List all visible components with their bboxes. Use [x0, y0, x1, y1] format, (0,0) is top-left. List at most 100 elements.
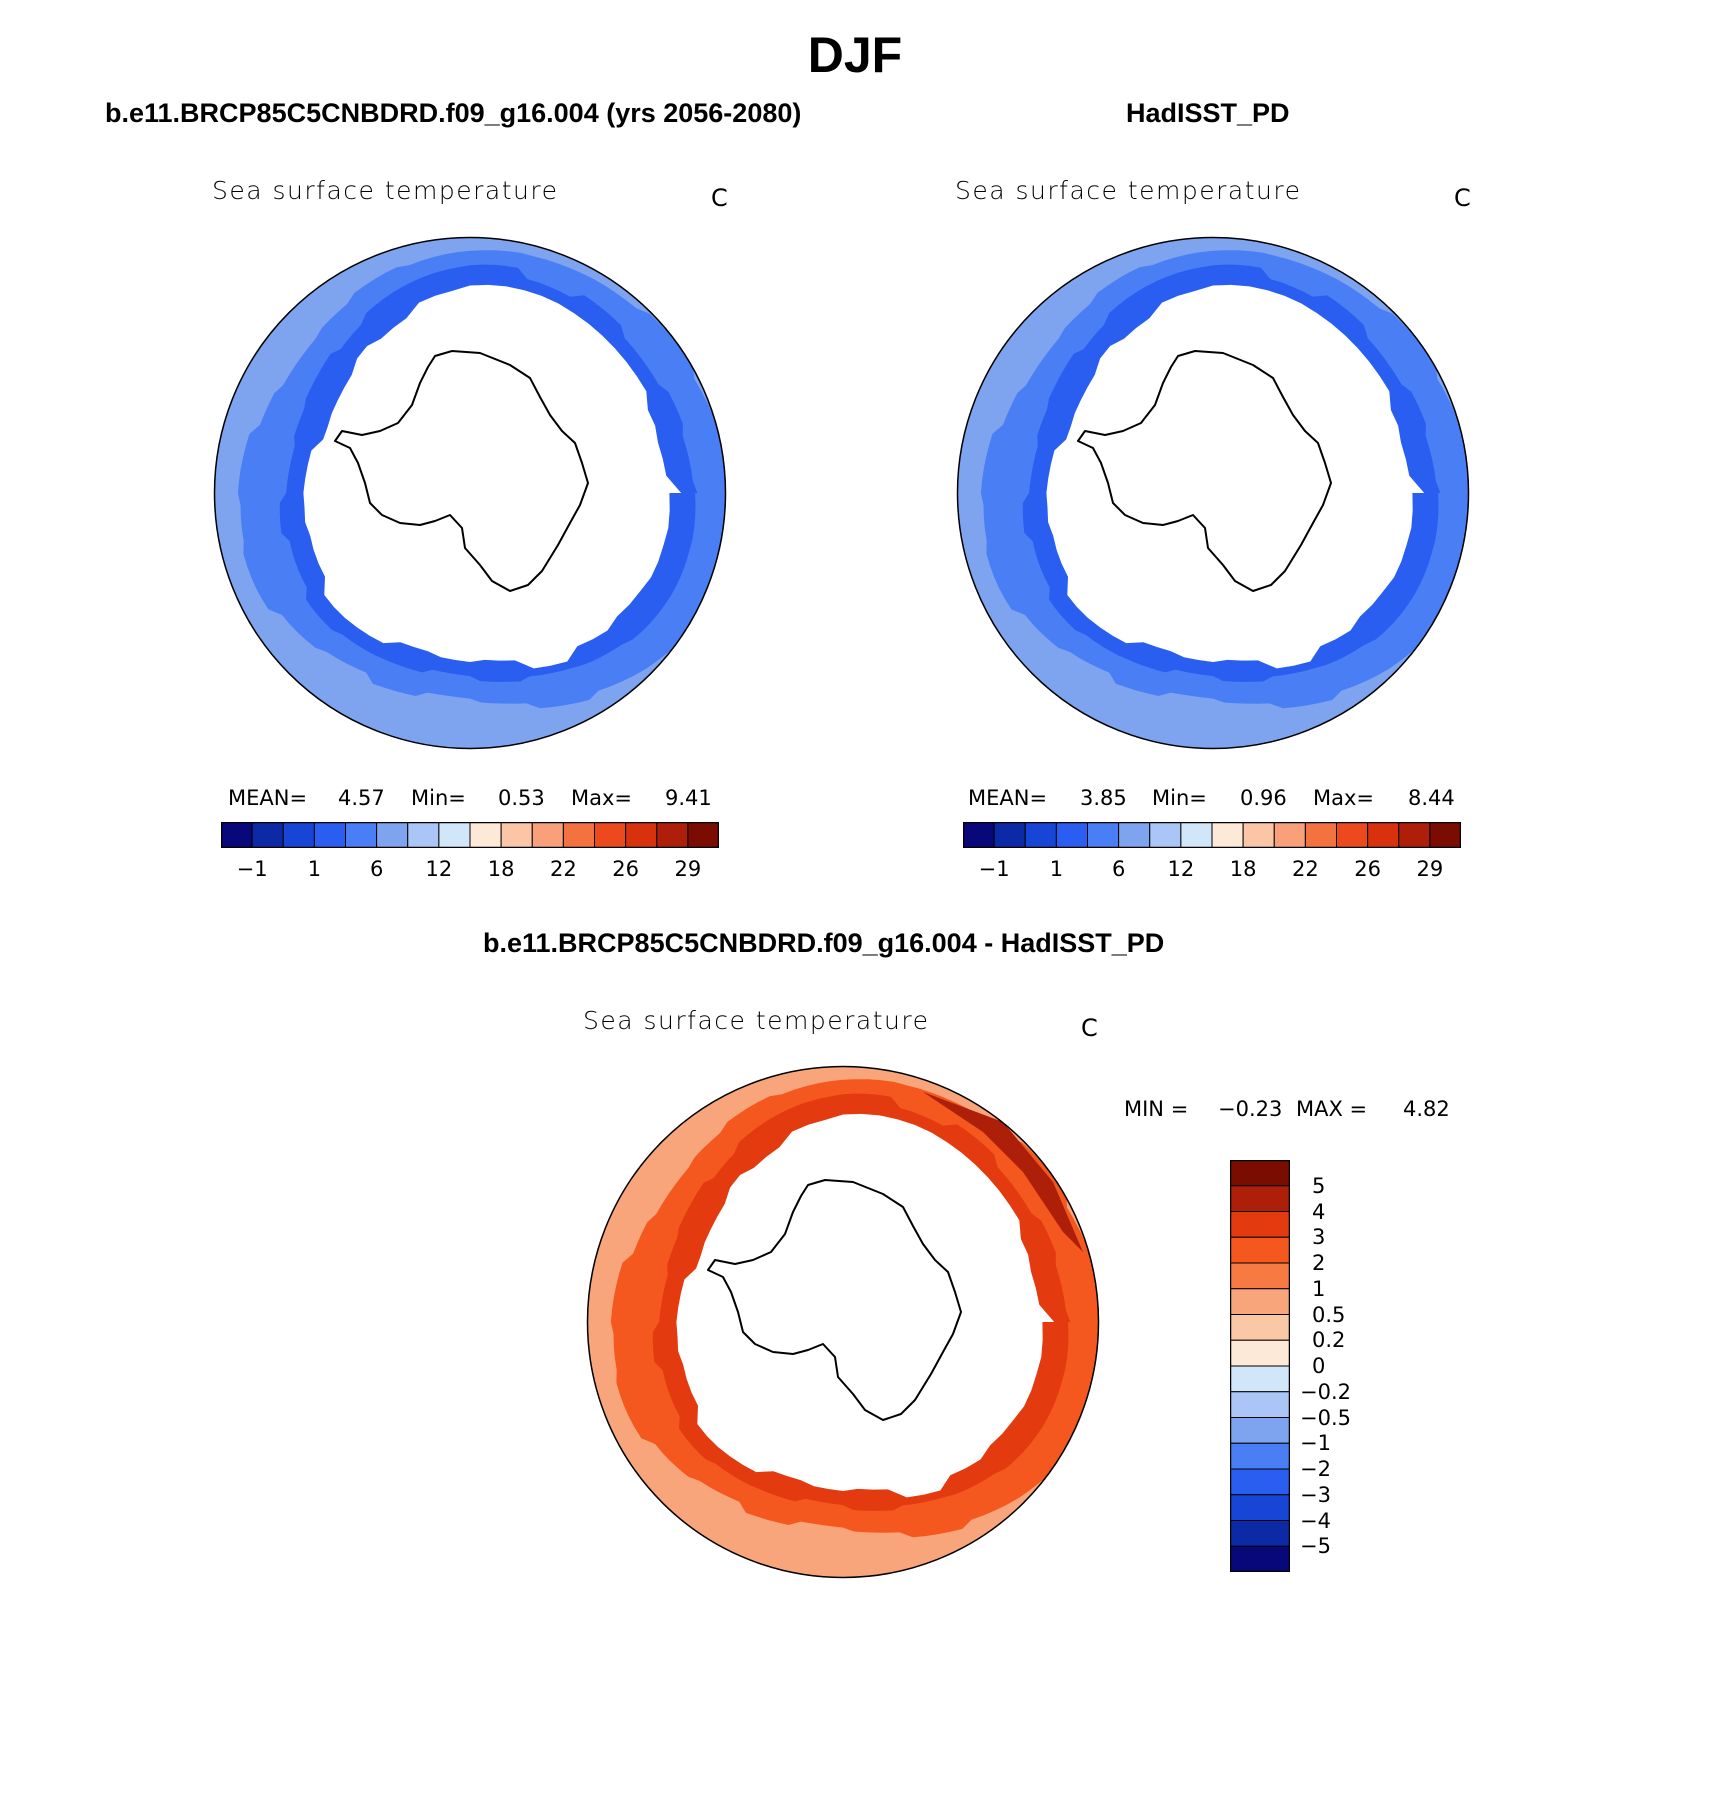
diff-max-value: 4.82 — [1403, 1097, 1450, 1121]
panel-2-colorbar-labels: −1 1 6 12 18 22 26 29 — [963, 857, 1461, 883]
map-boundary-circle — [213, 236, 727, 750]
diff-panel-plot-title: Sea surface temperature — [583, 1006, 930, 1035]
panel-2-colorbar — [963, 822, 1461, 848]
colorbar-swatch — [1242, 822, 1275, 848]
colorbar-swatch — [1336, 822, 1369, 848]
figure-title: DJF — [807, 27, 903, 83]
colorbar-tick-label: 0.5 — [1312, 1302, 1346, 1327]
colorbar-swatch — [1273, 822, 1306, 848]
panel-1-max-label: Max= — [571, 786, 633, 810]
colorbar-swatch — [1230, 1442, 1290, 1470]
diff-max-label: MAX = — [1296, 1097, 1368, 1121]
sea-ice-mask — [676, 1113, 1055, 1498]
colorbar-swatch — [1230, 1262, 1290, 1290]
colorbar-swatch — [1230, 1494, 1290, 1521]
colorbar-swatch — [313, 822, 346, 848]
colorbar-swatch — [1180, 822, 1213, 848]
diff-panel-map — [583, 1062, 1103, 1582]
panel-1-map — [210, 233, 730, 753]
colorbar-tick-label: 18 — [487, 857, 515, 881]
diff-panel-units: C — [1081, 1014, 1098, 1042]
panel-1-mean-value: 4.57 — [338, 786, 385, 810]
panel-1-heading: b.e11.BRCP85C5CNBDRD.f09_g16.004 (yrs 20… — [105, 98, 802, 128]
colorbar-tick-label: 18 — [1229, 857, 1257, 881]
colorbar-swatch — [1230, 1185, 1290, 1212]
panel-2-max-value: 8.44 — [1408, 786, 1455, 810]
sea-ice-mask — [303, 284, 682, 669]
panel-1-mean-label: MEAN= — [228, 786, 308, 810]
panel-2-mean-label: MEAN= — [968, 786, 1048, 810]
panel-1-units: C — [711, 184, 728, 212]
colorbar-tick-label: 12 — [1167, 857, 1195, 881]
colorbar-swatch — [594, 822, 627, 848]
colorbar-tick-label: −4 — [1300, 1508, 1331, 1533]
panel-2-min-label: Min= — [1152, 786, 1207, 810]
diff-colorbar — [1230, 1160, 1290, 1572]
colorbar-swatch — [282, 822, 315, 848]
colorbar-tick-label: 29 — [674, 857, 702, 881]
colorbar-swatch — [500, 822, 533, 848]
diff-min-value: −0.23 — [1218, 1097, 1283, 1121]
panel-1-colorbar — [221, 822, 719, 848]
colorbar-swatch — [1230, 1288, 1290, 1315]
colorbar-swatch — [438, 822, 471, 848]
diff-panel-heading: b.e11.BRCP85C5CNBDRD.f09_g16.004 - HadIS… — [483, 928, 1165, 958]
colorbar-tick-label: −3 — [1300, 1482, 1331, 1507]
panel-2-map — [953, 233, 1473, 753]
colorbar-swatch — [1055, 822, 1088, 848]
colorbar-tick-label: 0 — [1312, 1354, 1326, 1378]
colorbar-swatch — [1149, 822, 1182, 848]
colorbar-tick-label: 26 — [612, 857, 639, 881]
colorbar-tick-label: 29 — [1416, 857, 1444, 881]
colorbar-swatch — [687, 822, 719, 848]
panel-2-mean-value: 3.85 — [1080, 786, 1127, 810]
panel-2-plot-title: Sea surface temperature — [955, 176, 1302, 205]
colorbar-swatch — [1118, 822, 1151, 848]
colorbar-frame — [1230, 1160, 1290, 1572]
panel-1-colorbar-labels: −1 1 6 12 18 22 26 29 — [221, 857, 719, 883]
diff-colorbar-labels: 5 4 3 2 1 0.5 0.2 0 −0.2 −0.5 −1 −2 −3 −4 −5 — [1300, 1160, 1420, 1572]
colorbar-swatch — [1367, 822, 1400, 848]
panel-1-min-value: 0.53 — [498, 786, 545, 810]
colorbar-swatch — [1230, 1468, 1290, 1496]
colorbar-swatch — [469, 822, 502, 848]
colorbar-swatch — [1230, 1236, 1290, 1264]
colorbar-tick-label: 1 — [307, 857, 322, 881]
colorbar-tick-label: 4 — [1312, 1199, 1326, 1224]
panel-1-min-label: Min= — [411, 786, 466, 810]
colorbar-swatch — [1211, 822, 1244, 848]
map-boundary-circle — [586, 1065, 1100, 1579]
colorbar-swatch — [1230, 1520, 1290, 1547]
colorbar-swatch — [963, 822, 995, 848]
colorbar-swatch — [1230, 1314, 1290, 1341]
map-field — [214, 237, 726, 749]
panel-2-min-value: 0.96 — [1240, 786, 1287, 810]
colorbar-swatch — [1230, 1545, 1290, 1572]
colorbar-tick-label: −2 — [1300, 1457, 1331, 1481]
colorbar-frame — [963, 822, 1461, 848]
antarctica-coastline — [707, 1179, 962, 1421]
colorbar-tick-label: 3 — [1312, 1225, 1326, 1250]
map-boundary-circle — [956, 236, 1470, 750]
colorbar-tick-label: 6 — [1111, 857, 1126, 881]
panel-2-max-label: Max= — [1313, 786, 1375, 810]
colorbar-tick-label: −1 — [978, 857, 1010, 881]
colorbar-swatch — [1230, 1211, 1290, 1238]
colorbar-tick-label: −1 — [236, 857, 268, 881]
panel-1-max-value: 9.41 — [665, 786, 712, 810]
colorbar-tick-label: 26 — [1354, 857, 1381, 881]
colorbar-swatch — [1429, 822, 1461, 848]
colorbar-tick-label: 1 — [1049, 857, 1064, 881]
colorbar-swatch — [1230, 1339, 1290, 1367]
diff-min-label: MIN = — [1124, 1097, 1189, 1121]
colorbar-swatch — [1230, 1160, 1290, 1187]
colorbar-swatch — [345, 822, 378, 848]
sea-ice-mask — [1046, 284, 1425, 669]
colorbar-tick-label: −5 — [1300, 1534, 1331, 1559]
colorbar-swatch — [1304, 822, 1337, 848]
colorbar-tick-label: 22 — [1292, 857, 1319, 881]
colorbar-frame — [221, 822, 719, 848]
colorbar-swatch — [993, 822, 1026, 848]
colorbar-swatch — [376, 822, 409, 848]
colorbar-tick-label: 12 — [425, 857, 453, 881]
